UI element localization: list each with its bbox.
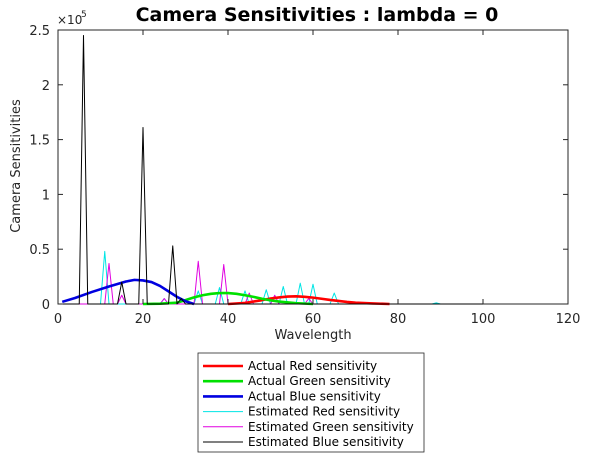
y-exponent-power: 5 bbox=[81, 10, 87, 20]
series-line-2 bbox=[61, 278, 195, 306]
series-layer bbox=[61, 34, 483, 306]
chart-title: Camera Sensitivities : lambda = 0 bbox=[136, 4, 499, 26]
y-tick-label: 1.5 bbox=[29, 134, 50, 149]
series-line-5 bbox=[62, 34, 483, 305]
y-tick-label: 0 bbox=[42, 298, 50, 313]
plot-area: 0 20 40 60 80 100 120 0 0.5 1 1.5 2 2.5 bbox=[29, 24, 580, 327]
legend-box bbox=[197, 352, 425, 453]
y-tick-label: 2 bbox=[42, 79, 50, 94]
legend-label: Estimated Red sensitivity bbox=[248, 405, 400, 419]
x-tick-label: 120 bbox=[556, 312, 581, 327]
y-axis-exponent: ×10 5 bbox=[57, 10, 87, 27]
x-tick-label: 60 bbox=[305, 312, 322, 327]
x-axis-ticks: 0 20 40 60 80 100 120 bbox=[54, 30, 581, 327]
y-axis-ticks: 0 0.5 1 1.5 2 2.5 bbox=[29, 24, 568, 313]
y-tick-label: 1 bbox=[42, 188, 50, 203]
x-tick-label: 100 bbox=[471, 312, 496, 327]
legend-label: Actual Red sensitivity bbox=[248, 359, 377, 373]
x-tick-label: 40 bbox=[220, 312, 237, 327]
y-tick-label: 0.5 bbox=[29, 243, 50, 258]
y-exponent-base: ×10 bbox=[57, 13, 82, 27]
legend-label: Actual Green sensitivity bbox=[248, 374, 391, 388]
x-tick-label: 20 bbox=[135, 312, 152, 327]
plot-frame bbox=[57, 29, 569, 305]
legend-label: Estimated Blue sensitivity bbox=[248, 435, 404, 449]
x-tick-label: 0 bbox=[54, 312, 62, 327]
legend-label: Estimated Green sensitivity bbox=[248, 420, 414, 434]
x-axis-label: Wavelength bbox=[274, 328, 351, 343]
legend-label: Actual Blue sensitivity bbox=[248, 389, 381, 403]
y-tick-label: 2.5 bbox=[29, 24, 50, 39]
y-axis-label: Camera Sensitivities bbox=[9, 99, 24, 233]
x-tick-label: 80 bbox=[390, 312, 407, 327]
